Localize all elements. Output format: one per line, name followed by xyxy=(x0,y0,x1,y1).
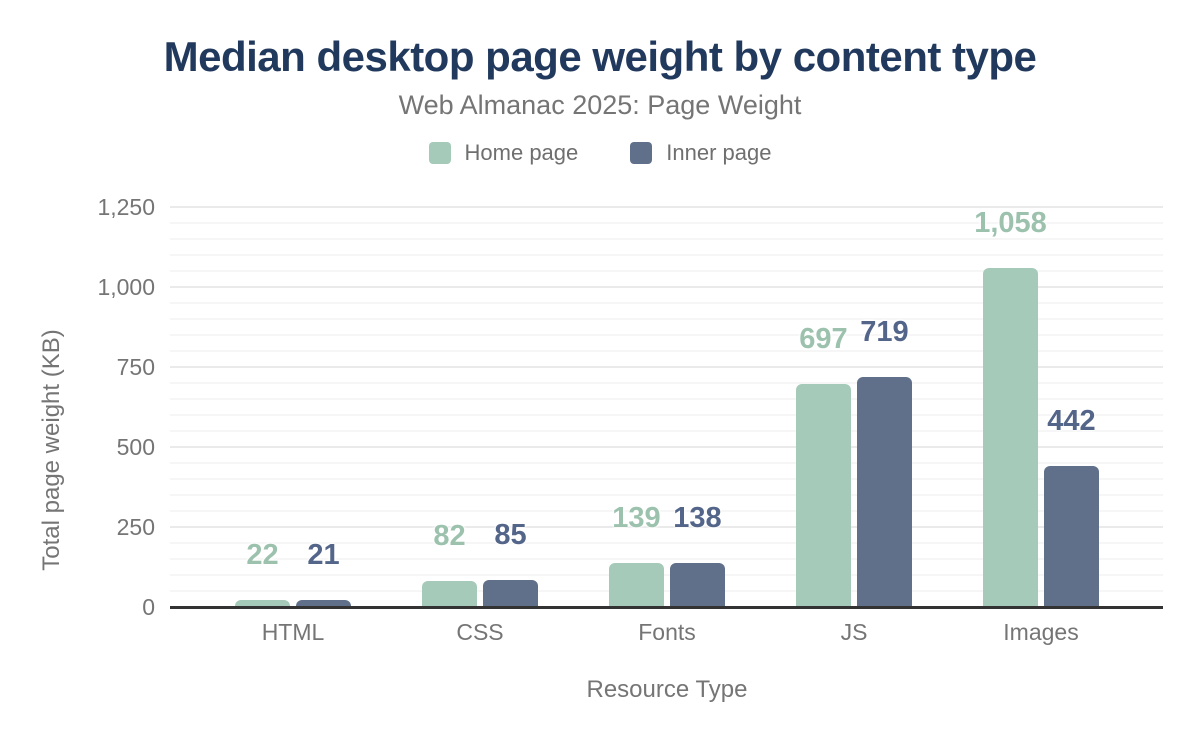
x-category-label: Images xyxy=(1003,619,1079,645)
major-gridline xyxy=(170,446,1163,448)
legend-label: Home page xyxy=(464,140,579,165)
minor-gridline xyxy=(170,478,1163,480)
x-axis-line xyxy=(170,606,1163,609)
bar-value-label: 139 xyxy=(612,502,661,534)
bar-value-label: 138 xyxy=(673,502,722,534)
major-gridline xyxy=(170,526,1163,528)
bar-value-label: 82 xyxy=(433,520,466,552)
minor-gridline xyxy=(170,430,1163,432)
y-tick-label: 250 xyxy=(116,514,155,540)
minor-gridline xyxy=(170,462,1163,464)
bar-value-label: 1,058 xyxy=(974,207,1047,239)
bar-home-page-html xyxy=(235,600,290,607)
y-tick-label: 1,000 xyxy=(97,274,155,300)
minor-gridline xyxy=(170,302,1163,304)
legend-label: Inner page xyxy=(666,140,772,165)
bar-value-label: 21 xyxy=(307,539,340,571)
minor-gridline xyxy=(170,222,1163,224)
minor-gridline xyxy=(170,398,1163,400)
bar-home-page-js xyxy=(796,384,851,607)
minor-gridline xyxy=(170,494,1163,496)
y-tick-label: 750 xyxy=(116,354,155,380)
legend-item-home-page: Home page xyxy=(428,140,579,166)
bar-inner-page-fonts xyxy=(670,563,725,607)
x-category-label: JS xyxy=(840,619,868,645)
minor-gridline xyxy=(170,350,1163,352)
legend: Home page Inner page xyxy=(0,140,1200,166)
minor-gridline xyxy=(170,238,1163,240)
minor-gridline xyxy=(170,558,1163,560)
bar-inner-page-html xyxy=(296,600,351,607)
minor-gridline xyxy=(170,382,1163,384)
major-gridline xyxy=(170,206,1163,208)
y-tick-label: 0 xyxy=(142,594,155,620)
x-axis-title: Resource Type xyxy=(586,676,748,703)
bar-inner-page-js xyxy=(857,377,912,607)
bar-inner-page-css xyxy=(483,580,538,607)
minor-gridline xyxy=(170,542,1163,544)
bar-inner-page-images xyxy=(1044,466,1099,607)
minor-gridline xyxy=(170,590,1163,592)
y-tick-label: 1,250 xyxy=(97,194,155,220)
minor-gridline xyxy=(170,270,1163,272)
bar-value-label: 697 xyxy=(799,323,848,355)
chart-subtitle: Web Almanac 2025: Page Weight xyxy=(398,90,802,120)
chart-title: Median desktop page weight by content ty… xyxy=(163,33,1037,80)
minor-gridline xyxy=(170,510,1163,512)
major-gridline xyxy=(170,366,1163,368)
x-category-label: CSS xyxy=(456,619,504,645)
legend-swatch-icon xyxy=(428,142,451,164)
legend-item-inner-page: Inner page xyxy=(630,140,771,166)
bar-value-label: 22 xyxy=(246,539,279,571)
bar-home-page-images xyxy=(983,268,1038,607)
minor-gridline xyxy=(170,254,1163,256)
bar-value-label: 442 xyxy=(1047,405,1096,437)
legend-swatch-icon xyxy=(630,142,653,164)
y-tick-label: 500 xyxy=(116,434,155,460)
minor-gridline xyxy=(170,334,1163,336)
bar-home-page-fonts xyxy=(609,563,664,607)
bar-value-label: 719 xyxy=(860,316,909,348)
minor-gridline xyxy=(170,414,1163,416)
x-category-label: Fonts xyxy=(638,619,696,645)
x-category-label: HTML xyxy=(261,619,325,645)
minor-gridline xyxy=(170,574,1163,576)
major-gridline xyxy=(170,286,1163,288)
bar-value-label: 85 xyxy=(494,519,527,551)
bar-home-page-css xyxy=(422,581,477,607)
minor-gridline xyxy=(170,318,1163,320)
